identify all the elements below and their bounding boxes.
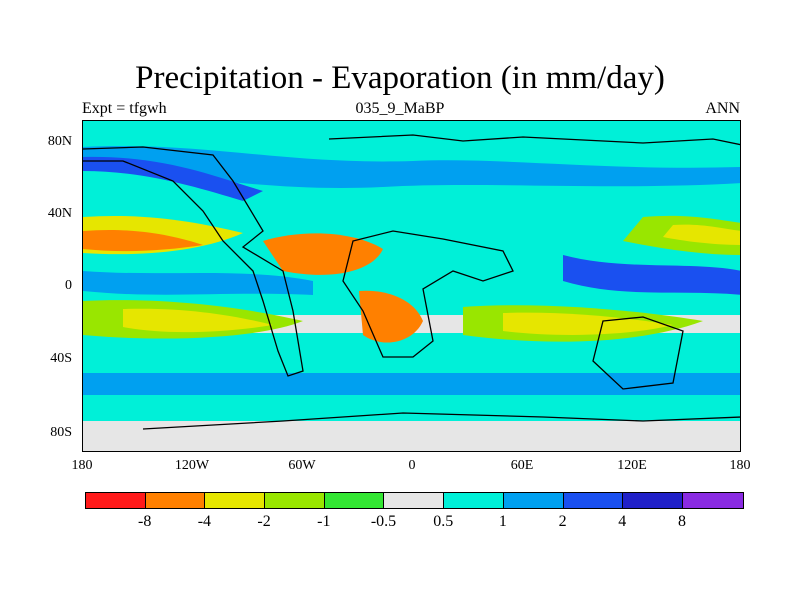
map-field — [83, 121, 740, 451]
colorbar-label-7: 2 — [558, 513, 567, 530]
x-label-120e: 120E — [617, 458, 647, 473]
x-label-120w: 120W — [174, 458, 210, 473]
colorbar-label-1: -4 — [197, 513, 212, 530]
colorbar-label-2: -2 — [257, 513, 271, 530]
colorbar-box-7 — [503, 493, 564, 508]
colorbar-label-6: 1 — [498, 513, 507, 530]
colorbar-label-0: -8 — [138, 513, 152, 530]
y-label-80s: 80S — [50, 425, 72, 440]
colorbar — [85, 492, 744, 509]
colorbar-label-8: 4 — [618, 513, 627, 530]
y-label-0: 0 — [65, 278, 72, 293]
experiment-label: Expt = tfgwh — [82, 100, 167, 117]
colorbar-box-5 — [384, 493, 445, 508]
x-label-180w: 180 — [71, 458, 93, 473]
colorbar-label-4: -0.5 — [370, 513, 397, 530]
x-label-180e: 180 — [729, 458, 751, 473]
colorbar-box-8 — [563, 493, 624, 508]
x-label-60e: 60E — [510, 458, 534, 473]
y-label-40s: 40S — [50, 351, 72, 366]
colorbar-label-5: 0.5 — [433, 513, 454, 530]
colorbar-box-1 — [145, 493, 206, 508]
y-label-80n: 80N — [47, 134, 72, 149]
colorbar-label-9: 8 — [678, 513, 686, 530]
plot-title: Precipitation - Evaporation (in mm/day) — [135, 60, 665, 96]
colorbar-box-10 — [682, 493, 743, 508]
period-label: 035_9_MaBP — [355, 100, 445, 117]
colorbar-box-0 — [86, 493, 146, 508]
colorbar-box-9 — [623, 493, 683, 508]
y-label-40n: 40N — [47, 206, 72, 221]
x-label-0: 0 — [408, 458, 416, 473]
colorbar-box-2 — [205, 493, 266, 508]
colorbar-label-3: -1 — [317, 513, 331, 530]
colorbar-box-6 — [444, 493, 504, 508]
colorbar-box-3 — [265, 493, 325, 508]
map-panel — [82, 120, 741, 452]
season-label: ANN — [705, 100, 740, 117]
colorbar-box-4 — [324, 493, 385, 508]
x-label-60w: 60W — [288, 458, 316, 473]
